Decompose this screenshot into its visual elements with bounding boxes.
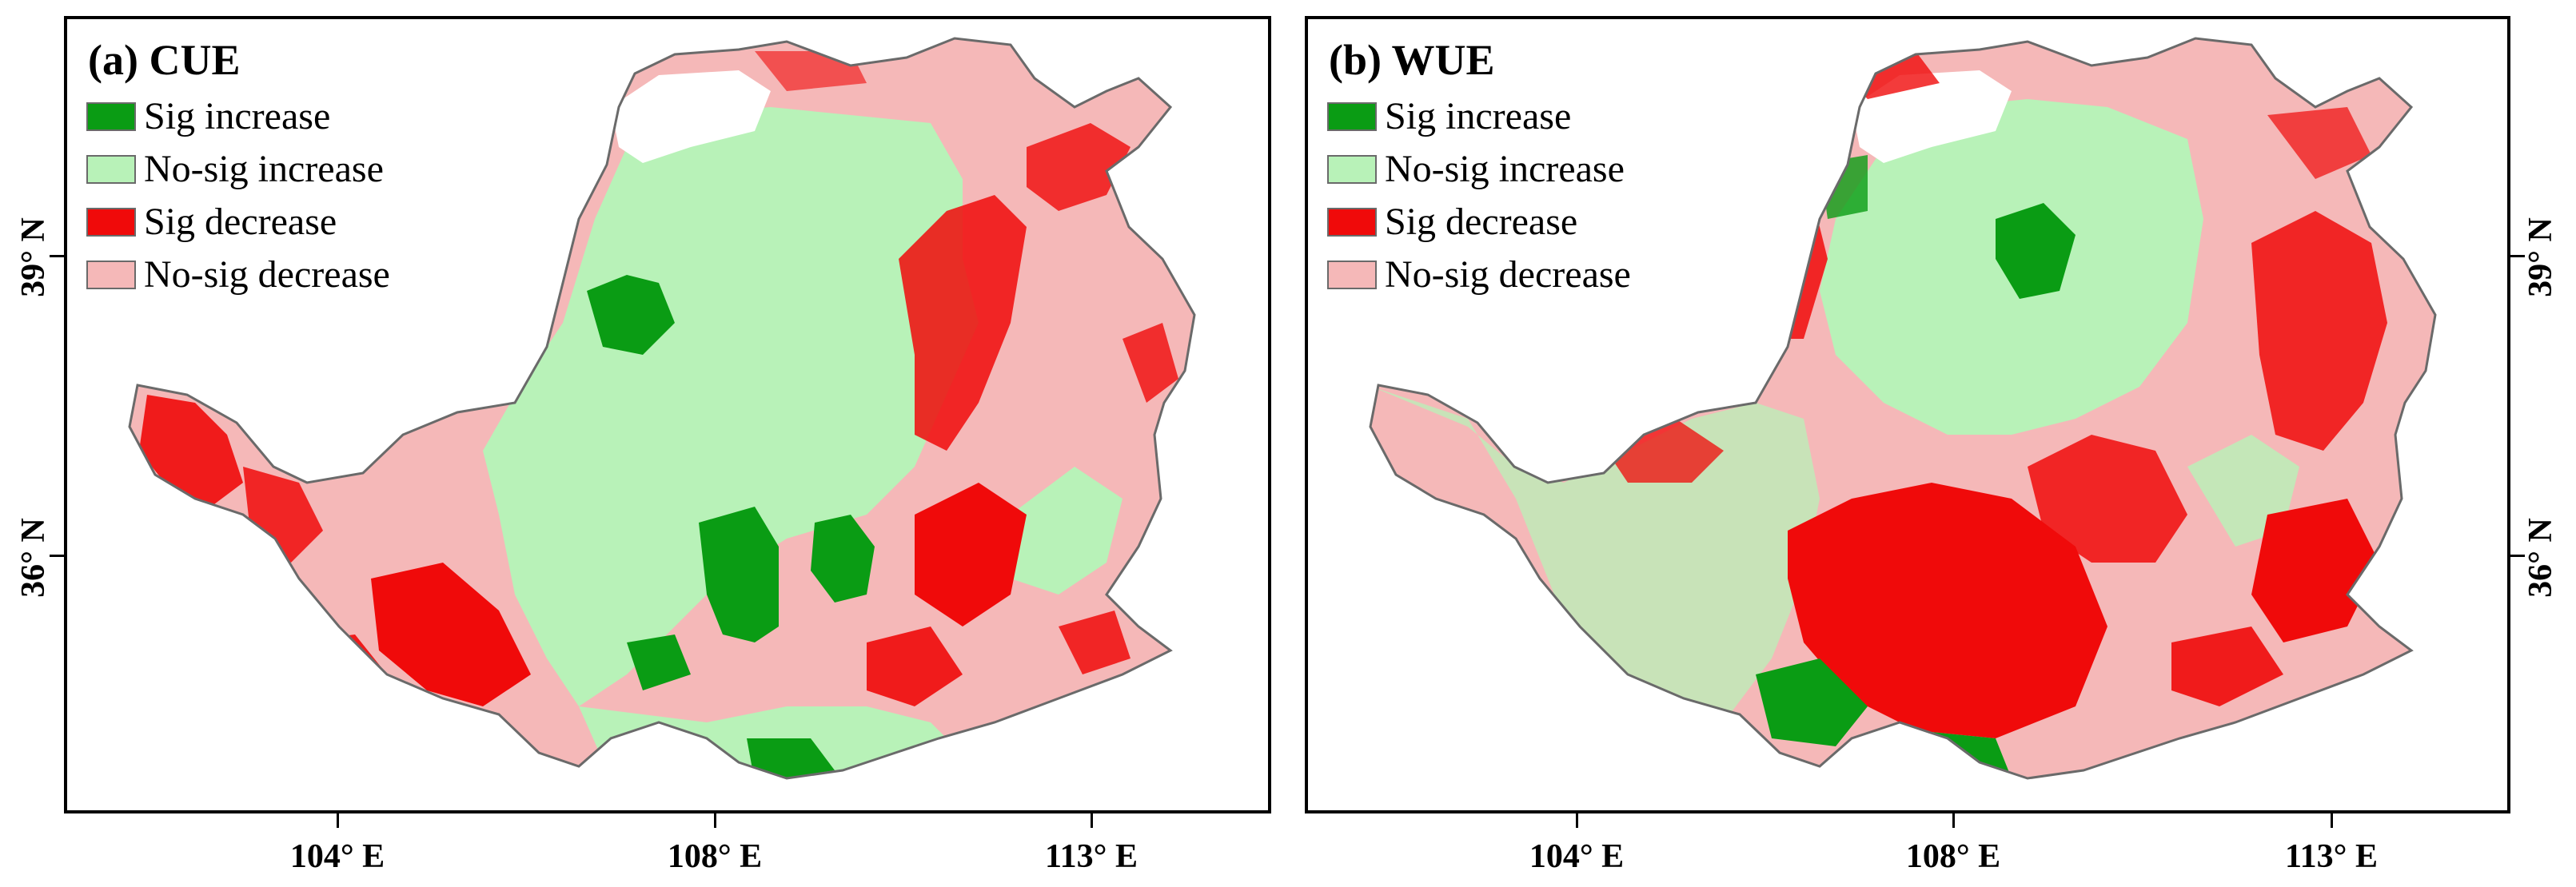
wue-trend-map bbox=[1369, 37, 2437, 780]
legend-swatch bbox=[1327, 155, 1377, 184]
x-tick-mark bbox=[337, 813, 339, 828]
legend-label: Sig decrease bbox=[1385, 201, 1578, 243]
map-panel-wue: (b) WUE Sig increase No-sig increase Sig… bbox=[1305, 16, 2510, 813]
x-tick-label: 108° E bbox=[667, 838, 763, 875]
panel-title-wue: (b) WUE bbox=[1329, 36, 1495, 84]
x-tick-label: 104° E bbox=[1529, 838, 1625, 875]
x-tick-mark bbox=[1091, 813, 1093, 828]
y-tick-label: 36° N bbox=[14, 518, 52, 598]
legend-label: Sig increase bbox=[144, 95, 331, 137]
x-tick-label: 108° E bbox=[1905, 838, 2001, 875]
legend-label: No-sig increase bbox=[144, 148, 384, 190]
legend-swatch bbox=[86, 261, 136, 289]
legend-swatch bbox=[86, 155, 136, 184]
cue-trend-map bbox=[128, 37, 1196, 780]
y-tick-mark bbox=[2510, 555, 2525, 557]
y-tick-mark bbox=[2510, 255, 2525, 257]
legend-swatch bbox=[1327, 208, 1377, 237]
y-tick-label: 39° N bbox=[14, 217, 52, 297]
y-tick-mark bbox=[50, 255, 64, 257]
panel-title-cue: (a) CUE bbox=[88, 36, 241, 84]
legend-label: No-sig decrease bbox=[144, 253, 390, 296]
x-tick-mark bbox=[2331, 813, 2333, 828]
legend-swatch bbox=[86, 208, 136, 237]
legend-label: Sig increase bbox=[1385, 95, 1572, 137]
map-panel-cue: (a) CUE Sig increase No-sig increase Sig… bbox=[64, 16, 1271, 813]
y-tick-label: 39° N bbox=[2522, 217, 2559, 297]
x-tick-mark bbox=[1952, 813, 1955, 828]
legend-swatch bbox=[86, 102, 136, 131]
legend-swatch bbox=[1327, 261, 1377, 289]
x-tick-label: 113° E bbox=[2285, 838, 2378, 875]
x-tick-label: 104° E bbox=[289, 838, 385, 875]
legend-label: No-sig increase bbox=[1385, 148, 1625, 190]
legend-swatch bbox=[1327, 102, 1377, 131]
x-tick-label: 113° E bbox=[1045, 838, 1138, 875]
legend-label: Sig decrease bbox=[144, 201, 337, 243]
legend-label: No-sig decrease bbox=[1385, 253, 1631, 296]
x-tick-mark bbox=[1576, 813, 1578, 828]
y-tick-label: 36° N bbox=[2522, 518, 2559, 598]
x-tick-mark bbox=[714, 813, 716, 828]
y-tick-mark bbox=[50, 555, 64, 557]
